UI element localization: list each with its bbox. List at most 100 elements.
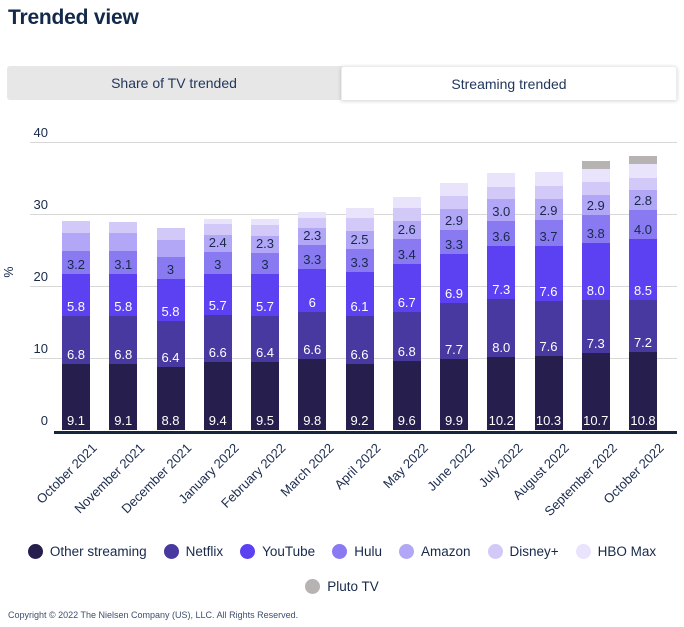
bar-segment-amazon-february-2022[interactable]: 2.3 <box>251 236 279 253</box>
bar-segment-netflix-march-2022[interactable]: 6.6 <box>298 311 327 360</box>
bar-segment-youtube-january-2022[interactable]: 5.7 <box>203 273 232 315</box>
bar-segment-netflix-december-2021[interactable]: 6.4 <box>156 320 185 367</box>
bar-segment-hulu-december-2021[interactable]: 3 <box>156 257 185 279</box>
bar-segment-other-streaming-july-2022[interactable]: 10.2 <box>487 356 516 430</box>
bar-segment-youtube-june-2022[interactable]: 6.9 <box>440 253 468 304</box>
bar-segment-hulu-november-2021[interactable]: 3.1 <box>109 251 138 274</box>
bar-segment-hulu-september-2022[interactable]: 3.8 <box>581 215 610 243</box>
bar-segment-disney-march-2022[interactable] <box>298 217 327 229</box>
bar-segment-disney-june-2022[interactable] <box>440 196 468 209</box>
bar-segment-hulu-february-2022[interactable]: 3 <box>251 252 279 275</box>
bar-segment-other-streaming-october-2022[interactable]: 10.8 <box>629 352 657 430</box>
bar-segment-youtube-february-2022[interactable]: 5.7 <box>251 274 279 316</box>
tab-share-of-tv-trended[interactable]: Share of TV trended <box>111 75 237 91</box>
bar-segment-hbo-max-july-2022[interactable] <box>487 173 516 187</box>
legend-row-1: Other streaming Netflix YouTube Hulu Amazon D… <box>0 544 684 559</box>
bar-value-label: 6.1 <box>350 299 369 315</box>
bar-segment-hbo-max-january-2022[interactable] <box>203 219 232 225</box>
bar-segment-netflix-may-2022[interactable]: 6.8 <box>392 311 421 361</box>
bar-segment-disney-november-2021[interactable] <box>109 221 138 234</box>
bar-segment-amazon-july-2022[interactable]: 3.0 <box>487 198 516 221</box>
bar-segment-amazon-march-2022[interactable]: 2.3 <box>298 228 327 245</box>
bar-segment-youtube-may-2022[interactable]: 6.7 <box>392 263 421 312</box>
bar-segment-disney-may-2022[interactable] <box>392 208 421 221</box>
bar-segment-other-streaming-december-2021[interactable]: 8.8 <box>156 366 185 430</box>
bar-segment-other-streaming-march-2022[interactable]: 9.8 <box>298 359 327 430</box>
bar-segment-amazon-may-2022[interactable]: 2.6 <box>392 220 421 240</box>
bar-value-label: 6.9 <box>444 286 464 302</box>
bar-segment-netflix-april-2022[interactable]: 6.6 <box>345 316 374 364</box>
bar-segment-youtube-november-2021[interactable]: 5.8 <box>109 273 138 316</box>
bar-segment-amazon-september-2022[interactable]: 2.9 <box>581 194 610 216</box>
bar-segment-youtube-october-2022[interactable]: 8.5 <box>629 239 657 301</box>
bar-value-label: 3.2 <box>66 256 86 272</box>
bar-value-label: 2.9 <box>586 198 605 214</box>
bar-segment-amazon-june-2022[interactable]: 2.9 <box>440 208 468 230</box>
bar-segment-youtube-march-2022[interactable]: 6 <box>298 268 327 312</box>
bar-segment-hbo-max-march-2022[interactable] <box>298 211 327 218</box>
bar-segment-netflix-january-2022[interactable]: 6.6 <box>203 314 232 363</box>
bar-segment-netflix-august-2022[interactable]: 7.6 <box>534 301 563 356</box>
bar-segment-other-streaming-november-2021[interactable]: 9.1 <box>109 364 138 430</box>
bar-segment-disney-april-2022[interactable] <box>345 218 374 231</box>
bar-segment-hulu-august-2022[interactable]: 3.7 <box>534 219 563 247</box>
bar-segment-disney-september-2022[interactable] <box>581 182 610 195</box>
bar-segment-youtube-july-2022[interactable]: 7.3 <box>487 246 516 299</box>
bar-segment-netflix-october-2022[interactable]: 7.2 <box>629 300 657 353</box>
bar-segment-hbo-max-february-2022[interactable] <box>251 219 279 225</box>
bar-segment-netflix-june-2022[interactable]: 7.7 <box>440 303 468 359</box>
bar-segment-other-streaming-october-2021[interactable]: 9.1 <box>62 364 90 430</box>
bar-segment-other-streaming-february-2022[interactable]: 9.5 <box>251 361 279 430</box>
bar-segment-hulu-october-2021[interactable]: 3.2 <box>62 250 90 274</box>
bar-segment-disney-august-2022[interactable] <box>534 185 563 199</box>
bar-segment-amazon-december-2021[interactable] <box>156 239 185 258</box>
bar-segment-amazon-april-2022[interactable]: 2.5 <box>345 230 374 249</box>
bar-segment-other-streaming-january-2022[interactable]: 9.4 <box>203 362 232 430</box>
bar-segment-hulu-april-2022[interactable]: 3.3 <box>345 248 374 273</box>
bar-segment-disney-october-2022[interactable] <box>629 178 657 191</box>
bar-segment-pluto-tv-october-2022[interactable] <box>629 156 657 164</box>
bar-segment-amazon-august-2022[interactable]: 2.9 <box>534 198 563 220</box>
bar-segment-netflix-november-2021[interactable]: 6.8 <box>109 315 138 365</box>
bar-segment-other-streaming-june-2022[interactable]: 9.9 <box>440 358 468 430</box>
bar-segment-amazon-january-2022[interactable]: 2.4 <box>203 234 232 253</box>
bar-segment-hulu-march-2022[interactable]: 3.3 <box>298 244 327 269</box>
bar-segment-hbo-max-october-2022[interactable] <box>629 163 657 179</box>
bar-segment-amazon-november-2021[interactable] <box>109 233 138 252</box>
bar-segment-hbo-max-september-2022[interactable] <box>581 168 610 183</box>
bar-segment-amazon-october-2022[interactable]: 2.8 <box>629 190 657 211</box>
bar-segment-youtube-october-2021[interactable]: 5.8 <box>62 273 90 316</box>
bar-segment-youtube-september-2022[interactable]: 8.0 <box>581 242 610 301</box>
bar-segment-other-streaming-september-2022[interactable]: 10.7 <box>581 352 610 430</box>
bar-segment-youtube-december-2021[interactable]: 5.8 <box>156 278 185 321</box>
tab-streaming-trended[interactable]: Streaming trended <box>341 66 677 100</box>
legend-swatch-pluto-tv <box>305 579 321 594</box>
bar-segment-hulu-january-2022[interactable]: 3 <box>203 252 232 274</box>
bar-segment-hbo-max-april-2022[interactable] <box>345 207 374 219</box>
bar-segment-youtube-august-2022[interactable]: 7.6 <box>534 246 563 302</box>
bar-segment-hulu-june-2022[interactable]: 3.3 <box>440 229 468 254</box>
bar-value-label: 5.7 <box>255 298 275 314</box>
bar-segment-netflix-february-2022[interactable]: 6.4 <box>251 315 279 362</box>
bar-segment-amazon-october-2021[interactable] <box>62 232 90 251</box>
bar-segment-hbo-max-may-2022[interactable] <box>392 197 421 209</box>
bar-segment-netflix-july-2022[interactable]: 8.0 <box>487 298 516 357</box>
bar-segment-netflix-october-2021[interactable]: 6.8 <box>62 315 90 365</box>
bar-segment-other-streaming-august-2022[interactable]: 10.3 <box>534 355 563 430</box>
bar-value-label: 2.9 <box>539 202 558 218</box>
bar-segment-hulu-may-2022[interactable]: 3.4 <box>392 239 421 264</box>
bar-segment-other-streaming-april-2022[interactable]: 9.2 <box>345 363 374 430</box>
bar-segment-hulu-october-2022[interactable]: 4.0 <box>629 210 657 240</box>
bar-segment-disney-december-2021[interactable] <box>156 227 185 240</box>
bar-segment-disney-february-2022[interactable] <box>251 224 279 237</box>
bar-segment-hulu-july-2022[interactable]: 3.6 <box>487 220 516 247</box>
bar-segment-hbo-max-august-2022[interactable] <box>534 171 563 186</box>
bar-segment-pluto-tv-september-2022[interactable] <box>581 161 610 169</box>
bar-segment-disney-october-2021[interactable] <box>62 221 90 233</box>
bar-segment-youtube-april-2022[interactable]: 6.1 <box>345 272 374 317</box>
bar-segment-disney-july-2022[interactable] <box>487 186 516 199</box>
bar-segment-disney-january-2022[interactable] <box>203 224 232 235</box>
bar-segment-other-streaming-may-2022[interactable]: 9.6 <box>392 360 421 430</box>
bar-segment-netflix-september-2022[interactable]: 7.3 <box>581 300 610 353</box>
bar-segment-hbo-max-june-2022[interactable] <box>440 183 468 197</box>
